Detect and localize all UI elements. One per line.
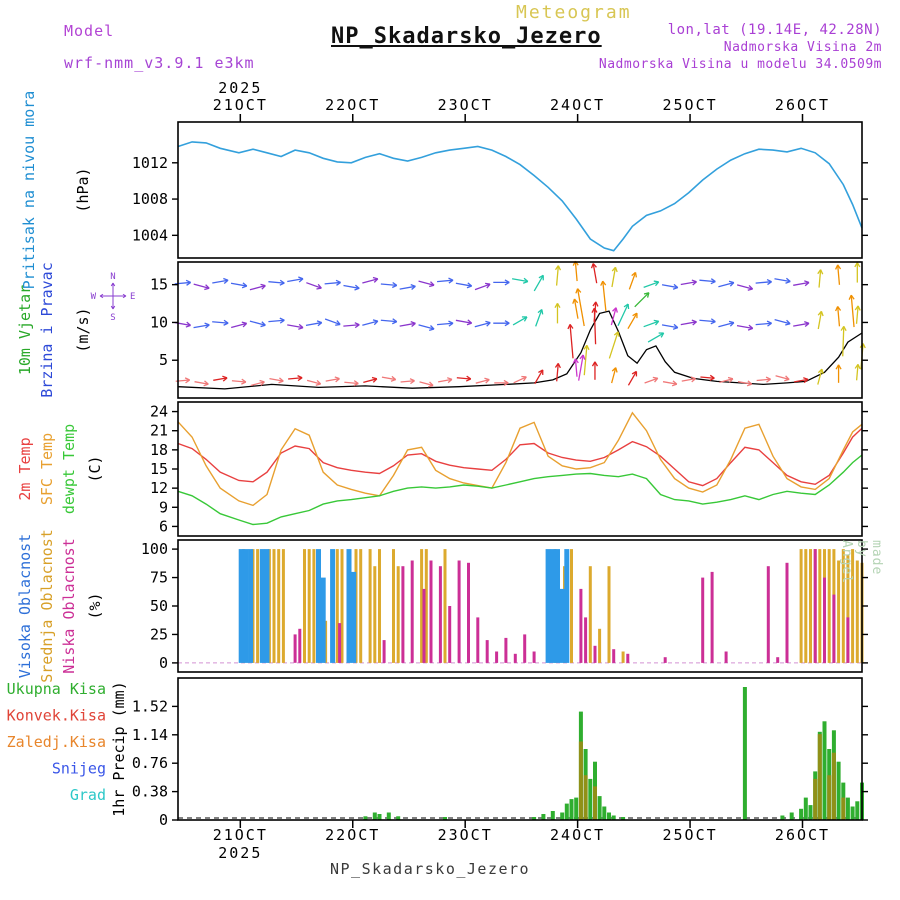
precip-convective xyxy=(578,734,846,820)
svg-text:23OCT: 23OCT xyxy=(438,96,493,114)
cloud-low xyxy=(293,549,850,663)
svg-text:21OCT: 21OCT xyxy=(213,826,268,844)
svg-text:1012: 1012 xyxy=(132,154,168,172)
svg-text:15: 15 xyxy=(150,276,168,294)
svg-text:100: 100 xyxy=(141,540,168,558)
wind-speed-10m xyxy=(177,310,863,390)
svg-text:Pritisak na nivou mora: Pritisak na nivou mora xyxy=(20,91,38,290)
svg-text:25: 25 xyxy=(150,625,168,643)
svg-text:Visoka Oblacnost: Visoka Oblacnost xyxy=(16,534,34,679)
meteogram-label: Meteogram xyxy=(516,2,632,23)
svg-text:1004: 1004 xyxy=(132,226,168,244)
svg-text:2m Temp: 2m Temp xyxy=(16,437,34,500)
svg-text:26OCT: 26OCT xyxy=(775,826,830,844)
svg-text:15: 15 xyxy=(150,460,168,478)
svg-text:W: W xyxy=(91,292,97,302)
svg-text:75: 75 xyxy=(150,569,168,587)
svg-text:50: 50 xyxy=(150,597,168,615)
svg-text:12: 12 xyxy=(150,479,168,497)
svg-text:Konvek.Kisa: Konvek.Kisa xyxy=(7,707,106,725)
svg-text:1008: 1008 xyxy=(132,190,168,208)
panel-pressure: 1004 1008 1012 Pritisak na nivou mora (hPa) xyxy=(20,91,868,290)
compass-icon: N S W E xyxy=(91,272,136,323)
svg-text:2025: 2025 xyxy=(218,79,262,97)
svg-text:2025: 2025 xyxy=(218,844,262,862)
precip-total xyxy=(363,687,864,820)
svg-text:5: 5 xyxy=(159,351,168,369)
location-info: lon,lat (19.14E, 42.28N) Nadmorska Visin… xyxy=(599,22,882,73)
chart-caption: NP_Skadarsko_Jezero xyxy=(330,860,531,878)
svg-text:24OCT: 24OCT xyxy=(550,826,605,844)
svg-text:(m/s): (m/s) xyxy=(74,307,92,352)
svg-text:21OCT: 21OCT xyxy=(213,96,268,114)
svg-text:0.38: 0.38 xyxy=(132,783,168,801)
svg-text:24: 24 xyxy=(150,403,168,421)
temp-2m xyxy=(177,427,863,487)
svg-text:22OCT: 22OCT xyxy=(325,826,380,844)
panel-cloud: 0 25 50 75 100 Visoka Oblacnost Srednja Oblacn… xyxy=(16,529,868,683)
svg-text:Ukupna Kisa: Ukupna Kisa xyxy=(7,680,106,698)
svg-text:0: 0 xyxy=(159,654,168,672)
svg-text:Zaledj.Kisa: Zaledj.Kisa xyxy=(7,733,106,751)
station-elevation-label: Nadmorska Visina 2m xyxy=(723,40,882,55)
svg-text:1hr Precip (mm): 1hr Precip (mm) xyxy=(110,681,128,816)
time-axis: 2025202521OCT21OCT22OCT22OCT23OCT23OCT24… xyxy=(213,79,830,862)
svg-text:9: 9 xyxy=(159,498,168,516)
svg-text:25OCT: 25OCT xyxy=(662,826,717,844)
sea-level-pressure xyxy=(177,141,863,252)
svg-text:6: 6 xyxy=(159,517,168,535)
svg-text:Snijeg: Snijeg xyxy=(52,760,106,778)
svg-text:S: S xyxy=(110,313,115,323)
lonlat-label: lon,lat (19.14E, 42.28N) xyxy=(667,22,882,38)
wind-arrows xyxy=(174,260,866,388)
svg-text:1.52: 1.52 xyxy=(132,697,168,715)
svg-text:Grad: Grad xyxy=(70,786,106,804)
svg-text:(C): (C) xyxy=(86,455,104,482)
svg-text:dewpt Temp: dewpt Temp xyxy=(60,424,78,514)
svg-text:1.14: 1.14 xyxy=(132,726,168,744)
svg-text:26OCT: 26OCT xyxy=(775,96,830,114)
svg-text:SFC Temp: SFC Temp xyxy=(38,433,56,505)
svg-text:10: 10 xyxy=(150,313,168,331)
svg-text:N: N xyxy=(110,272,115,282)
svg-text:18: 18 xyxy=(150,441,168,459)
temp-dewpoint xyxy=(177,454,863,526)
panel-wind: N S W E 5 10 15 10m Vjetar Brzina i Pravac (m/s) xyxy=(16,260,868,399)
svg-text:22OCT: 22OCT xyxy=(325,96,380,114)
model-name: wrf-nmm_v3.9.1 e3km xyxy=(64,54,255,72)
svg-text:10m Vjetar: 10m Vjetar xyxy=(16,285,34,375)
watermark: made by Angel xyxy=(839,540,884,585)
page-title: NP_Skadarsko_Jezero xyxy=(331,24,602,49)
svg-text:21: 21 xyxy=(150,422,168,440)
svg-text:23OCT: 23OCT xyxy=(438,826,493,844)
svg-text:Niska Oblacnost: Niska Oblacnost xyxy=(60,538,78,673)
svg-text:24OCT: 24OCT xyxy=(550,96,605,114)
svg-text:(hPa): (hPa) xyxy=(74,167,92,212)
model-label: Model xyxy=(64,22,115,40)
model-elevation-label: Nadmorska Visina u modelu 34.0509m xyxy=(598,57,882,72)
temp-surface xyxy=(177,411,863,507)
cloud-high xyxy=(238,549,570,663)
svg-text:25OCT: 25OCT xyxy=(662,96,717,114)
svg-text:(%): (%) xyxy=(86,592,104,619)
svg-text:Srednja Oblacnost: Srednja Oblacnost xyxy=(38,529,56,683)
svg-text:Brzina i Pravac: Brzina i Pravac xyxy=(38,262,56,397)
svg-text:E: E xyxy=(130,292,135,302)
svg-text:0.76: 0.76 xyxy=(132,754,168,772)
svg-text:0: 0 xyxy=(159,811,168,829)
